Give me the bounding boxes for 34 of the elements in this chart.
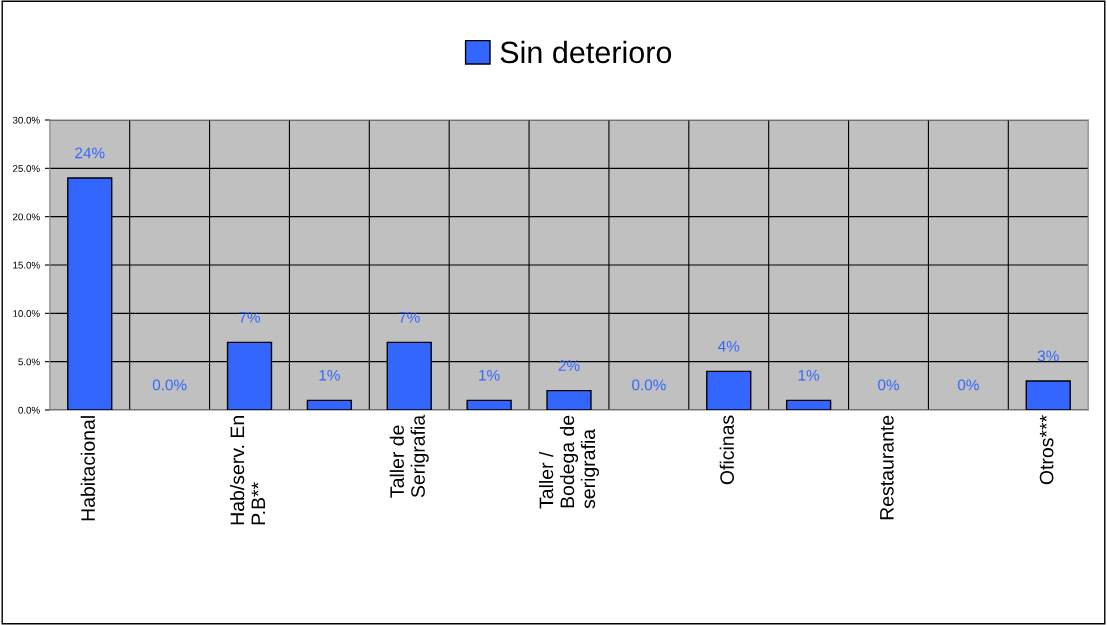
bar [466,399,512,410]
x-tick-label: Taller / Bodega de serigrafia [538,415,600,509]
bar [306,399,353,410]
y-tick-label: 15.0% [13,261,40,269]
data-label: 2% [558,360,580,371]
data-label: 1% [319,369,340,381]
data-label: 1% [479,369,500,381]
x-tick-label: Restaurante [880,415,894,520]
x-tick-label: Hab/serv. En P.B** [229,416,265,525]
data-label: 7% [398,311,420,323]
data-label: 3% [1037,350,1059,362]
data-label: 1% [798,369,820,381]
y-tick-label: 20.0% [13,213,40,221]
data-label: 0.0% [632,379,666,391]
data-label: 4% [718,340,740,352]
data-label: 24% [75,147,105,159]
bar [1025,380,1071,410]
x-tick-label: Taller de Serigrafia [389,414,429,498]
y-tick-label: 0.0% [18,406,40,414]
y-tick-label: 10.0% [13,310,40,317]
data-label: 7% [239,311,260,323]
x-tick-label: Otros*** [1039,415,1054,485]
bar [706,370,752,410]
y-tick-label: 5.0% [18,358,40,366]
bar [546,389,592,410]
x-tick-label: Habitacional [80,416,95,521]
legend-label: Sin deterioro [500,40,672,64]
y-tick-label: 25.0% [13,165,40,172]
data-label: 0.0% [152,379,187,391]
x-tick-label: Oficinas [719,415,734,485]
bar [785,399,832,410]
data-label: 0% [957,379,979,391]
y-tick-label: 30.0% [12,116,40,124]
data-label: 0% [878,379,899,391]
